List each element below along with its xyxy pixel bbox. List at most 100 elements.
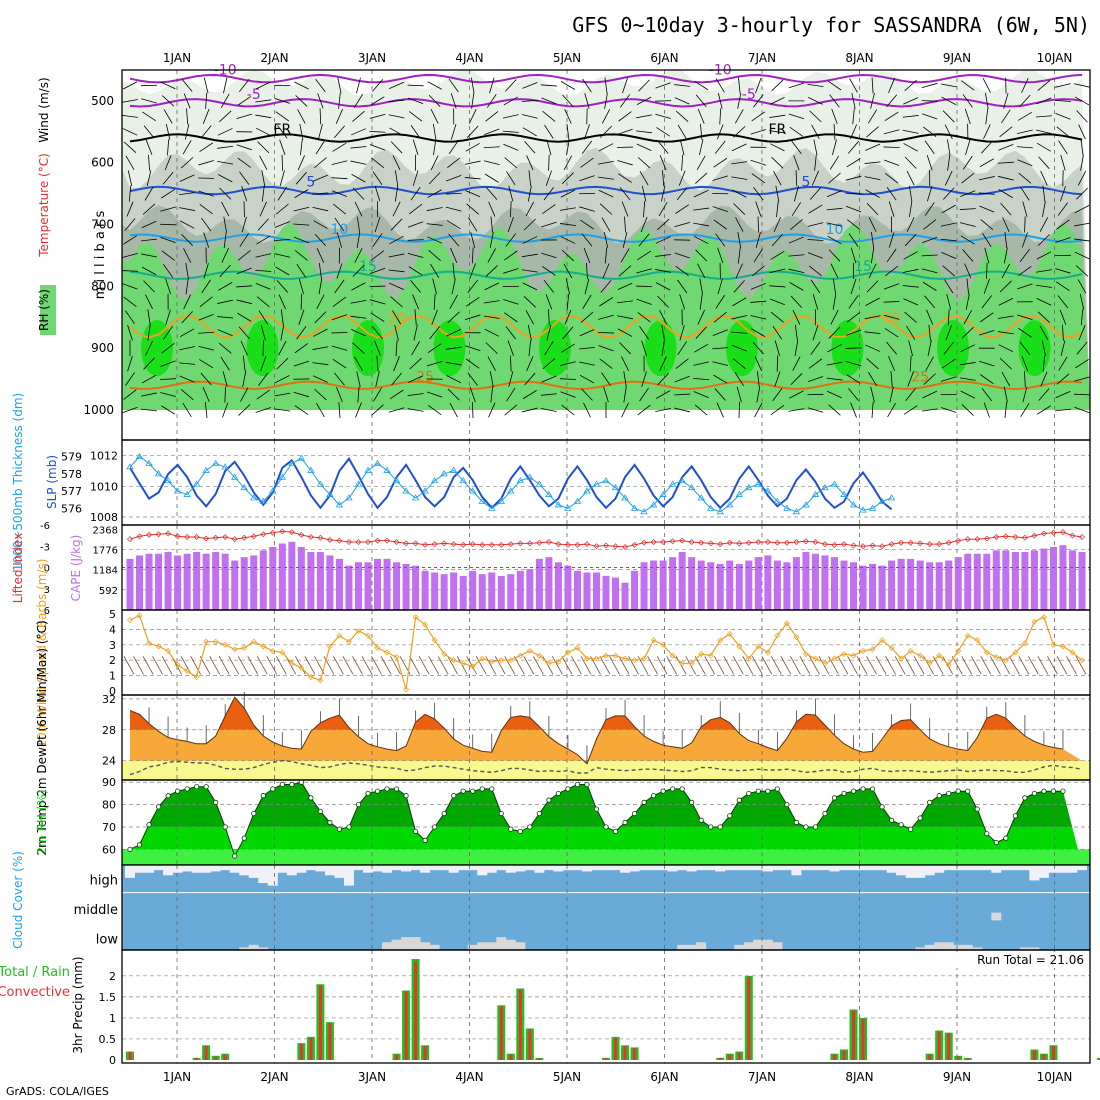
- wind-barb: [1035, 115, 1052, 118]
- li-marker: [707, 540, 714, 547]
- wind-barb: [141, 374, 157, 384]
- cloud-high-bar: [248, 865, 259, 878]
- day-label-bottom: 10JAN: [1037, 1070, 1073, 1084]
- day-label-top: 1JAN: [163, 51, 191, 65]
- wind10m-barb: [590, 656, 601, 675]
- wind-barb: [695, 94, 707, 108]
- cape-bar: [926, 562, 934, 610]
- wind-barb: [412, 139, 419, 156]
- cape-bar: [897, 558, 905, 610]
- thickness-marker: [373, 459, 382, 466]
- cloud-level-label: middle: [74, 903, 118, 918]
- wind-barb: [559, 223, 576, 227]
- wind10m-marker: [641, 655, 648, 662]
- thickness-marker: [726, 501, 734, 508]
- cape-bar: [364, 562, 372, 610]
- cloud-high-bar: [534, 865, 545, 873]
- wind-barb: [394, 324, 399, 341]
- wind-barb: [528, 340, 532, 357]
- wind-barb: [998, 297, 1014, 306]
- wind-barb: [675, 110, 689, 122]
- wind-barb: [314, 311, 327, 324]
- wind10m-marker: [422, 621, 429, 628]
- wind-barb: [580, 219, 594, 230]
- wind-barb: [237, 96, 252, 106]
- wind-barb: [980, 219, 994, 230]
- wind-barb: [923, 373, 936, 385]
- wind-barb: [1019, 248, 1031, 263]
- cape-bar: [935, 562, 943, 610]
- wind-barb: [542, 204, 556, 215]
- wind-barb: [127, 170, 133, 187]
- wind-barb: [1080, 139, 1084, 156]
- wind10m-barb: [732, 656, 744, 675]
- cape-bar: [1002, 550, 1010, 610]
- isotherm-label: 10: [331, 222, 349, 238]
- wind-barb: [963, 310, 972, 325]
- isotherm-line: [129, 133, 1083, 143]
- wind10m-barb: [323, 656, 335, 675]
- thickness-marker: [250, 494, 258, 501]
- wind10m-tick-label: 5: [109, 608, 116, 621]
- wind-barb: [661, 324, 665, 341]
- cloud-high-bar: [343, 865, 354, 886]
- rh-high-blob: [937, 320, 969, 377]
- wind-barb: [161, 405, 176, 415]
- thickness-marker: [202, 466, 210, 473]
- wind-barb: [1041, 340, 1046, 357]
- wind-barb: [731, 315, 748, 320]
- wind-barb: [219, 110, 232, 123]
- wind-barb: [541, 252, 557, 259]
- wind-barb: [141, 220, 157, 229]
- isotherm-label: 15: [854, 259, 872, 275]
- wind-barb: [845, 361, 862, 367]
- cloud-low-bar: [696, 942, 707, 950]
- cape-bar: [792, 557, 800, 610]
- wind-barb: [353, 93, 364, 108]
- wind-barb: [336, 263, 343, 279]
- wind-barb: [412, 170, 419, 186]
- wind-barb: [222, 402, 229, 418]
- wind-barb: [540, 84, 557, 87]
- wind-barb: [410, 186, 421, 201]
- cape-bar: [992, 550, 1000, 610]
- wind10m-marker: [507, 657, 514, 664]
- wind10m-marker: [974, 637, 981, 644]
- wind-barb: [504, 157, 518, 169]
- wind10m-barb: [1066, 656, 1077, 675]
- wind10m-barb: [913, 656, 925, 675]
- wind-barb: [162, 171, 174, 185]
- wind-barb: [312, 362, 329, 366]
- thickness-marker: [516, 476, 525, 484]
- wind-barb: [636, 268, 652, 274]
- cape-bar: [316, 552, 324, 610]
- wind-barb: [352, 187, 365, 200]
- wind-barb: [788, 254, 805, 257]
- wind-barb: [731, 143, 747, 152]
- wind10m-barb: [266, 656, 278, 675]
- cape-tick-label: 592: [99, 586, 118, 597]
- cloud-high-bar: [1067, 865, 1078, 873]
- wind-barb: [1036, 251, 1052, 260]
- wind10m-marker: [479, 655, 486, 662]
- slp-tick-label: 1008: [90, 511, 118, 524]
- wind-barb: [390, 141, 403, 154]
- precip-convective-bar: [832, 1054, 836, 1060]
- rh2m-marker: [441, 810, 447, 817]
- wind-barb: [277, 186, 288, 201]
- day-label-top: 2JAN: [260, 51, 288, 65]
- rh2m-marker: [155, 804, 162, 810]
- wind-barb: [281, 154, 283, 171]
- cape-bar: [488, 572, 496, 610]
- wind10m-tick-label: 0: [109, 685, 116, 698]
- wind-barb: [943, 341, 954, 355]
- wind-barb: [942, 265, 956, 277]
- rh2m-marker: [689, 799, 695, 805]
- li-marker: [564, 541, 571, 548]
- wind10m-barb: [218, 656, 230, 675]
- wind-barb: [429, 326, 440, 340]
- wind-barb: [464, 345, 481, 352]
- wind-barb: [922, 236, 938, 244]
- cloud-low-bar: [410, 937, 421, 950]
- cloud-high-bar: [753, 865, 764, 871]
